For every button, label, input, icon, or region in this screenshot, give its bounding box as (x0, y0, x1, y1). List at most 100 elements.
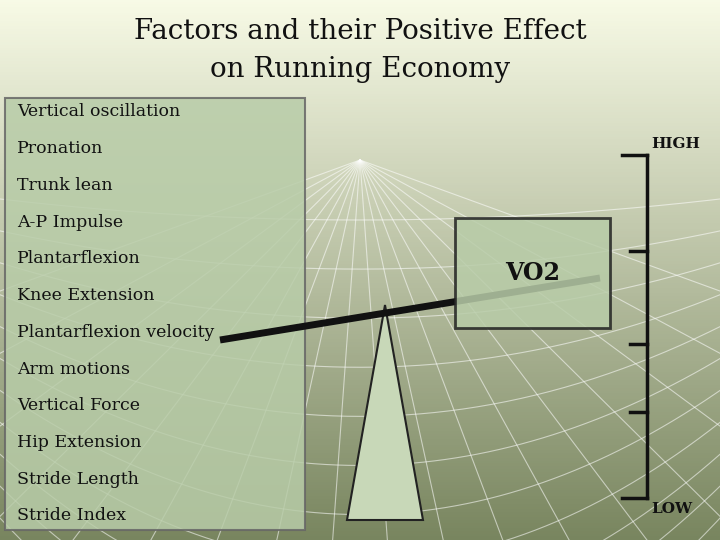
Text: HIGH: HIGH (651, 137, 700, 151)
Bar (0, 483, 720, 486)
Bar (0, 3, 720, 5)
Bar (0, 259, 720, 262)
Bar (0, 148, 720, 151)
Bar (0, 329, 720, 332)
Bar (0, 86, 720, 89)
Bar (0, 437, 720, 440)
Bar (0, 338, 720, 340)
Bar (0, 5, 720, 8)
Bar (0, 200, 720, 202)
Bar (0, 219, 720, 221)
Bar (0, 246, 720, 248)
Bar (0, 240, 720, 243)
Bar (0, 94, 720, 97)
Bar (0, 70, 720, 73)
Bar (0, 62, 720, 65)
Bar (0, 8, 720, 11)
Bar (0, 167, 720, 170)
Bar (0, 448, 720, 451)
Bar (0, 265, 720, 267)
Bar (0, 54, 720, 57)
Bar (0, 292, 720, 294)
Bar (0, 524, 720, 526)
Bar (0, 97, 720, 100)
Bar (0, 184, 720, 186)
Bar (0, 181, 720, 184)
Bar (0, 386, 720, 389)
Bar (0, 227, 720, 229)
Bar (0, 286, 720, 289)
Bar (455, 218, 610, 328)
Text: Stride Length: Stride Length (17, 471, 139, 488)
Bar (0, 140, 720, 143)
Bar (0, 526, 720, 529)
Bar (0, 489, 720, 491)
Bar (0, 43, 720, 46)
Bar (0, 248, 720, 251)
Bar (0, 111, 720, 113)
Bar (0, 359, 720, 362)
Bar (0, 478, 720, 481)
Bar (0, 24, 720, 27)
Text: Plantarflexion: Plantarflexion (17, 251, 140, 267)
Text: Vertical oscillation: Vertical oscillation (17, 104, 180, 120)
Text: Trunk lean: Trunk lean (17, 177, 112, 194)
Bar (0, 529, 720, 532)
Bar (0, 230, 720, 232)
Bar (0, 351, 720, 354)
Bar (0, 138, 720, 140)
Bar (0, 14, 720, 16)
Bar (0, 335, 720, 338)
Bar (0, 186, 720, 189)
Bar (0, 332, 720, 335)
Bar (0, 49, 720, 51)
Bar (0, 197, 720, 200)
Bar (0, 84, 720, 86)
Bar (0, 178, 720, 181)
Bar (0, 76, 720, 78)
Bar (0, 27, 720, 30)
Bar (0, 516, 720, 518)
Bar (0, 124, 720, 127)
Bar (0, 256, 720, 259)
Bar (0, 429, 720, 432)
Bar (0, 383, 720, 386)
Bar (0, 356, 720, 359)
Bar (0, 505, 720, 508)
Bar (0, 232, 720, 235)
Bar (0, 491, 720, 494)
Text: Pronation: Pronation (17, 140, 104, 157)
Bar (0, 343, 720, 346)
Bar (0, 46, 720, 49)
Bar (0, 235, 720, 238)
Bar (0, 113, 720, 116)
Bar (0, 432, 720, 435)
Bar (0, 462, 720, 464)
Bar (0, 176, 720, 178)
Bar (0, 321, 720, 324)
Bar (0, 381, 720, 383)
Bar (0, 510, 720, 513)
Bar (0, 57, 720, 59)
Bar (0, 513, 720, 516)
Bar (0, 392, 720, 394)
Bar (0, 154, 720, 157)
Text: Arm motions: Arm motions (17, 361, 130, 377)
Bar (0, 535, 720, 537)
Bar (0, 202, 720, 205)
Bar (0, 378, 720, 381)
Bar (0, 216, 720, 219)
Bar (0, 459, 720, 462)
Text: Hip Extension: Hip Extension (17, 434, 142, 451)
Bar (0, 275, 720, 278)
Bar (0, 11, 720, 14)
Bar (0, 151, 720, 154)
Bar (0, 284, 720, 286)
Bar (0, 518, 720, 521)
Bar (0, 224, 720, 227)
Bar (0, 92, 720, 94)
Bar (0, 446, 720, 448)
Bar (0, 35, 720, 38)
Bar (0, 100, 720, 103)
Bar (0, 467, 720, 470)
